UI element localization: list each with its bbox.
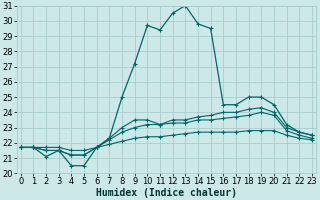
- X-axis label: Humidex (Indice chaleur): Humidex (Indice chaleur): [96, 188, 237, 198]
